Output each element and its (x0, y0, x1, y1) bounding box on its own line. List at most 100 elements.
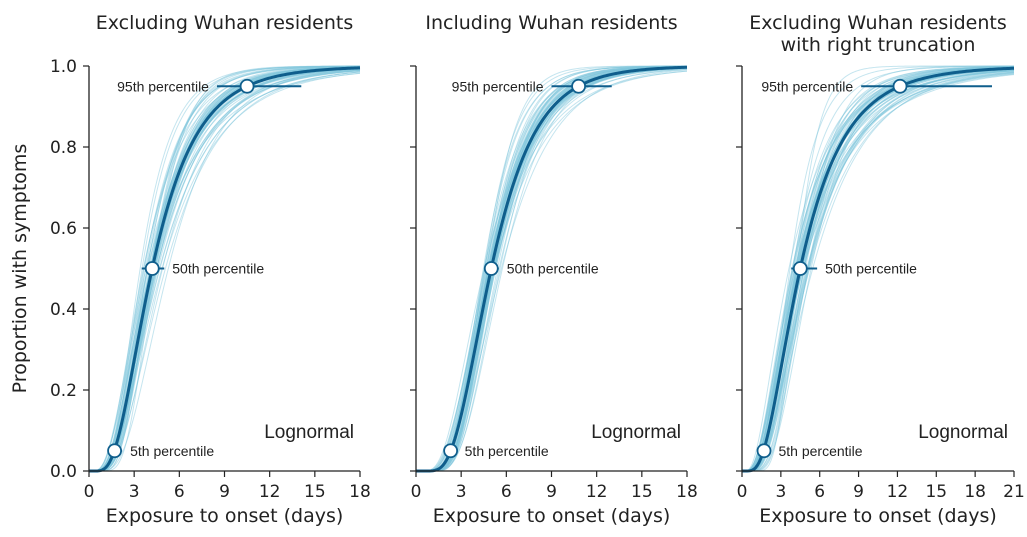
x-tick-label: 0 (737, 482, 748, 502)
percentile-marker (756, 443, 772, 459)
posterior-draw-line (742, 70, 1015, 472)
panel-title: Excluding Wuhan residents (749, 12, 1006, 34)
posterior-draw-line (89, 66, 361, 472)
posterior-draw-line (742, 66, 1015, 472)
x-tick-label: 3 (456, 482, 467, 502)
distribution-label: Lognormal (918, 422, 1008, 443)
posterior-draw-line (416, 69, 688, 472)
posterior-draw-line (742, 68, 1015, 472)
posterior-draw-line (416, 65, 688, 472)
percentile-label: 95th percentile (452, 78, 544, 94)
x-tick-label: 6 (814, 482, 825, 502)
posterior-draw-line (416, 65, 688, 472)
posterior-draw-line (89, 69, 361, 472)
x-tick-label: 21 (1003, 482, 1025, 502)
posterior-draw-line (742, 65, 1014, 472)
posterior-draw-line (416, 66, 688, 472)
x-axis-label: Exposure to onset (days) (759, 505, 997, 527)
fitted-cdf-line (416, 65, 688, 473)
posterior-draw-line (416, 66, 688, 472)
x-axis-label: Exposure to onset (days) (433, 505, 671, 527)
x-tick-label: 0 (411, 482, 422, 502)
y-tick-label: 0.8 (50, 138, 77, 158)
posterior-draw-line (89, 66, 361, 472)
posterior-draw-line (742, 65, 1015, 472)
percentile-marker (792, 261, 808, 276)
posterior-draw-line (89, 65, 360, 472)
x-tick-label: 6 (174, 482, 185, 502)
y-tick-label: 0.0 (50, 462, 77, 482)
posterior-draw-line (742, 66, 1015, 472)
posterior-draw-line (89, 68, 361, 472)
posterior-draw-line (89, 69, 361, 472)
percentile-label: 5th percentile (778, 443, 862, 459)
y-tick-label: 0.4 (50, 300, 77, 320)
posterior-draw-line (742, 72, 1015, 472)
panel-title: Excluding Wuhan residents (96, 12, 353, 34)
x-tick-label: 9 (546, 482, 557, 502)
distribution-label: Lognormal (264, 422, 354, 443)
posterior-draw-line (416, 66, 688, 472)
posterior-draw-line (89, 65, 360, 472)
posterior-draw-line (742, 66, 1015, 472)
posterior-draw-line (742, 71, 1015, 472)
fitted-cdf-line (89, 66, 361, 473)
posterior-draw-line (742, 69, 1015, 472)
x-tick-label: 18 (349, 482, 371, 502)
posterior-draw-line (416, 70, 688, 472)
posterior-draw-line (416, 66, 688, 472)
posterior-draw-line (89, 66, 361, 472)
x-tick-label: 18 (964, 482, 986, 502)
x-tick-label: 15 (304, 482, 326, 502)
posterior-draw-line (416, 67, 688, 472)
posterior-draw-line (89, 65, 361, 472)
posterior-draw-line (742, 65, 1015, 472)
x-tick-label: 3 (129, 482, 140, 502)
percentile-marker (892, 78, 908, 94)
percentile-marker (483, 261, 499, 276)
posterior-draw-line (742, 66, 1015, 472)
posterior-draw-line (742, 69, 1015, 472)
posterior-draw-line (416, 65, 687, 472)
posterior-draw-line (89, 65, 361, 472)
percentile-label: 50th percentile (507, 261, 599, 277)
posterior-draw-line (742, 73, 1015, 472)
posterior-draw-line (89, 68, 361, 472)
posterior-draw-line (742, 70, 1015, 472)
x-tick-label: 12 (887, 482, 909, 502)
posterior-draw-line (89, 69, 361, 472)
posterior-draw-line (416, 65, 687, 472)
percentile-label: 50th percentile (172, 261, 264, 277)
x-tick-label: 15 (631, 482, 653, 502)
posterior-draw-line (416, 66, 688, 472)
percentile-label: 5th percentile (130, 443, 214, 459)
posterior-draw-line (89, 66, 361, 472)
percentile-marker (144, 261, 160, 276)
posterior-draw-line (89, 65, 361, 472)
x-tick-label: 9 (219, 482, 230, 502)
y-tick-label: 0.6 (50, 219, 77, 239)
posterior-draw-line (89, 72, 361, 472)
panel-title: with right truncation (781, 34, 976, 56)
posterior-draw-line (742, 66, 1015, 472)
posterior-draw-line (89, 65, 361, 472)
posterior-draw-line (416, 65, 688, 472)
x-tick-label: 18 (676, 482, 698, 502)
posterior-draw-line (89, 71, 361, 472)
posterior-draw-line (742, 66, 1015, 472)
percentile-marker (443, 443, 459, 459)
posterior-draw-line (742, 71, 1015, 472)
posterior-draw-line (742, 70, 1015, 472)
posterior-draw-line (742, 65, 1014, 472)
posterior-draw-line (416, 66, 688, 472)
y-axis-label: Proportion with symptoms (9, 144, 31, 394)
posterior-draw-line (742, 70, 1015, 472)
x-tick-label: 12 (259, 482, 281, 502)
posterior-draw-line (742, 66, 1015, 472)
percentile-label: 5th percentile (465, 443, 549, 459)
fitted-cdf-line (742, 66, 1015, 473)
posterior-draw-line (89, 68, 361, 472)
posterior-draw-line (416, 65, 688, 472)
